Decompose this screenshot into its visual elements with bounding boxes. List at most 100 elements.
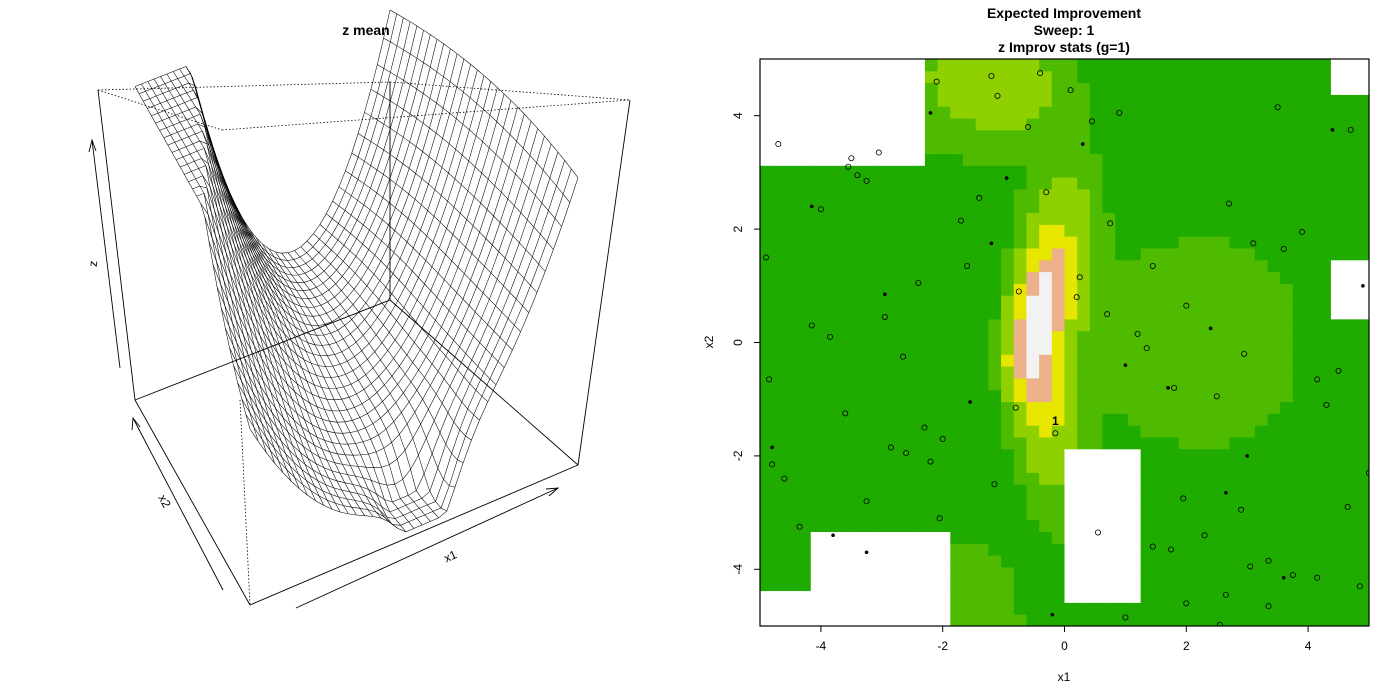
heatmap-cell	[912, 59, 926, 72]
heatmap-cell	[1026, 531, 1040, 544]
heatmap-cell	[823, 212, 837, 225]
heatmap-cell	[1039, 413, 1053, 426]
heatmap-cell	[950, 283, 964, 296]
heatmap-cell	[1343, 283, 1357, 296]
heatmap-cell	[1026, 295, 1040, 308]
heatmap-cell	[912, 590, 926, 603]
heatmap-cell	[1356, 200, 1369, 214]
heatmap-cell	[975, 236, 989, 249]
heatmap-cell	[937, 153, 951, 166]
heatmap-cell	[975, 177, 989, 190]
heatmap-cell	[810, 283, 824, 296]
heatmap-cell	[836, 94, 850, 107]
heatmap-cell	[1064, 177, 1078, 190]
heatmap-cell	[1216, 401, 1230, 414]
heatmap-cell	[1140, 366, 1154, 379]
heatmap-cell	[1064, 448, 1078, 462]
heatmap-cell	[1153, 578, 1167, 592]
x2-axis-label: x2	[155, 492, 173, 510]
heatmap-cell	[899, 106, 913, 119]
heatmap-cell	[924, 437, 939, 450]
data-point-open	[1335, 367, 1342, 374]
heatmap-cell	[1292, 448, 1307, 462]
heatmap-cell	[874, 295, 888, 308]
heatmap-cell	[1039, 283, 1053, 296]
heatmap-cell	[1216, 259, 1230, 273]
heatmap-cell	[1178, 224, 1192, 237]
heatmap-cell	[886, 472, 901, 485]
heatmap-cell	[912, 153, 926, 166]
heatmap-cell	[785, 212, 799, 225]
heatmap-cell	[848, 389, 862, 403]
heatmap-cell	[886, 366, 901, 379]
heatmap-cell	[1191, 271, 1205, 284]
heatmap-cell	[1077, 566, 1091, 580]
heatmap-cell	[1127, 366, 1142, 379]
heatmap-cell	[1254, 59, 1268, 72]
heatmap-cell	[1127, 106, 1142, 119]
mesh-line	[306, 240, 472, 441]
mesh-line	[153, 78, 275, 464]
heatmap-cell	[1013, 188, 1027, 202]
heatmap-cell	[1039, 566, 1053, 580]
heatmap-cell	[760, 425, 774, 438]
heatmap-cell	[937, 118, 951, 131]
heatmap-cell	[1242, 200, 1256, 214]
heatmap-cell	[1166, 496, 1180, 509]
heatmap-cell	[1229, 614, 1243, 626]
heatmap-cell	[1153, 460, 1167, 473]
heatmap-cell	[1178, 566, 1192, 580]
heatmap-cell	[988, 129, 1002, 143]
heatmap-cell	[1089, 188, 1104, 202]
heatmap-cell	[874, 200, 888, 214]
heatmap-cell	[1039, 94, 1053, 107]
heatmap-cell	[1013, 118, 1027, 131]
heatmap-cell	[1216, 118, 1230, 131]
heatmap-cell	[1115, 224, 1129, 237]
heatmap-cell	[1229, 212, 1243, 225]
heatmap-cell	[1204, 496, 1218, 509]
heatmap-cell	[1242, 259, 1256, 273]
data-point-filled	[1208, 326, 1213, 331]
heatmap-cell	[760, 590, 774, 603]
heatmap-cell	[1356, 307, 1369, 320]
heatmap-cell	[874, 271, 888, 284]
heatmap-cell	[899, 437, 913, 450]
mesh-line	[262, 243, 415, 529]
heatmap-cell	[1216, 543, 1230, 556]
heatmap-cell	[1115, 165, 1129, 178]
heatmap-cell	[810, 614, 824, 626]
heatmap-cell	[1204, 389, 1218, 403]
heatmap-cell	[1039, 165, 1053, 178]
heatmap-cell	[785, 413, 799, 426]
heatmap-cell	[1001, 543, 1015, 556]
heatmap-cell	[1102, 259, 1116, 273]
heatmap-cell	[912, 460, 926, 473]
heatmap-cell	[912, 496, 926, 509]
heatmap-cell	[810, 354, 824, 367]
heatmap-cell	[1115, 437, 1129, 450]
heatmap-cell	[861, 165, 875, 178]
heatmap-cell	[1330, 460, 1345, 473]
heatmap-cell	[1153, 519, 1167, 532]
heatmap-cell	[1064, 401, 1078, 414]
heatmap-cell	[886, 342, 901, 355]
heatmap-cell	[1204, 377, 1218, 391]
heatmap-cell	[1204, 614, 1218, 626]
heatmap-cell	[1305, 377, 1319, 391]
heatmap-cell	[1039, 236, 1053, 249]
heatmap-cell	[1356, 188, 1369, 202]
heatmap-cell	[1204, 318, 1218, 332]
heatmap-cell	[1089, 318, 1104, 332]
heatmap-cell	[988, 566, 1002, 580]
heatmap-cell	[772, 342, 786, 355]
heatmap-cell	[1343, 484, 1357, 497]
heatmap-cell	[1077, 141, 1091, 154]
heatmap-cell	[912, 330, 926, 343]
heatmap-cell	[1001, 200, 1015, 214]
heatmap-cell	[1153, 295, 1167, 308]
heatmap-cell	[1013, 366, 1027, 379]
data-point-open	[1274, 104, 1281, 111]
heatmap-cell	[810, 543, 824, 556]
heatmap-cell	[1242, 271, 1256, 284]
